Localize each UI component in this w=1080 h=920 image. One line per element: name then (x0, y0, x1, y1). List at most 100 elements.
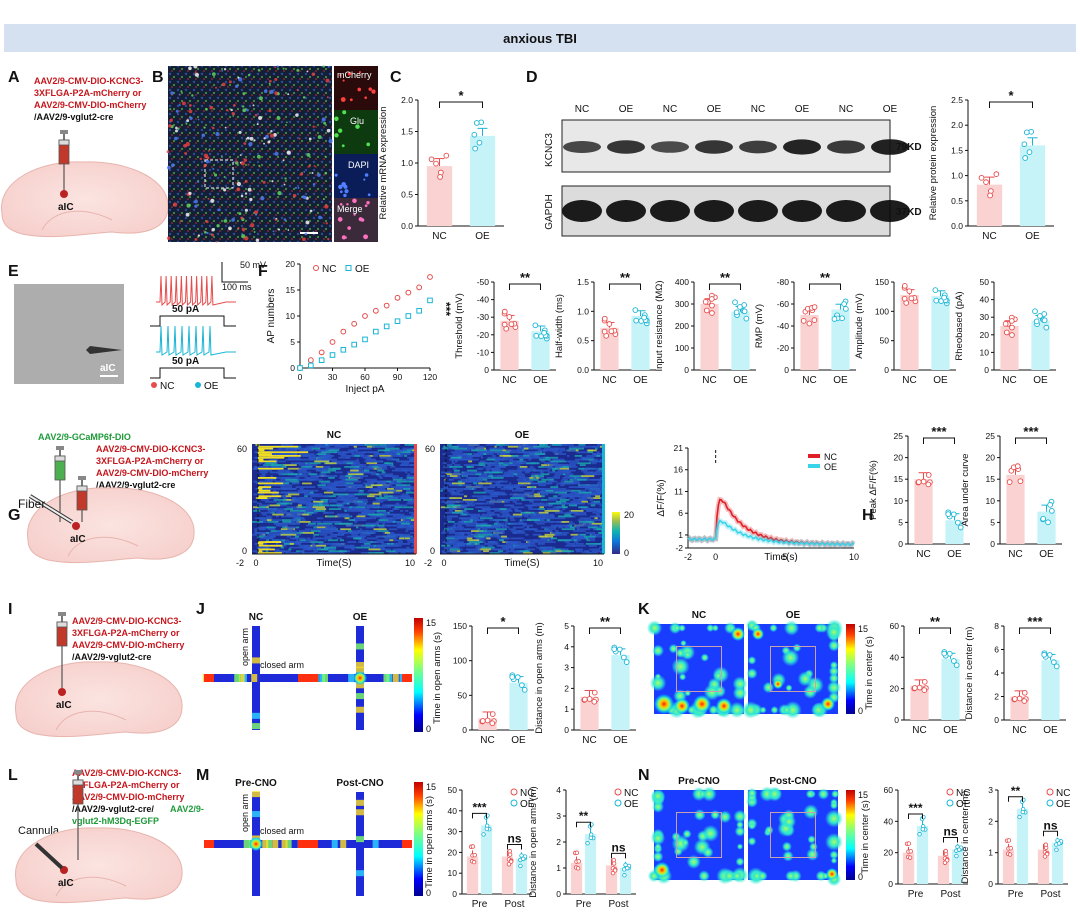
data-point (806, 320, 813, 327)
tick-label: 3 (564, 663, 569, 673)
chart-f-halfwidth: 0.0 0.5 1.0 1.5 Half-width (ms) NC OE ** (554, 270, 656, 386)
data-point (575, 866, 581, 871)
tick-label: 0.5 (577, 336, 589, 346)
cbar-max: 15 (426, 618, 436, 628)
bar-nc (1006, 474, 1025, 544)
data-point (641, 314, 647, 321)
significance-label: ns (507, 832, 521, 846)
tick-label: OE (1039, 549, 1054, 560)
virus-label: AAV2/9-CMV-DIO-mCherry (34, 100, 146, 110)
maze-title: Pre-CNO (235, 778, 277, 789)
data-point (601, 315, 608, 322)
band-gapdh (694, 200, 734, 222)
tick-label: NC (982, 231, 996, 242)
virus-label: AAV2/9-CMV-DIO-KCNC3- (34, 76, 143, 86)
tick-label: 0 (988, 879, 993, 889)
virus-red: 3XFLGA-P2A-mCherry or (72, 780, 180, 790)
panel-letter-j: J (196, 601, 205, 618)
tick-label: OE (1025, 231, 1040, 242)
tick-label: 1.0 (951, 171, 963, 181)
panel-d-blots: NC OE NC OE NC OE NC OE KCNC3 GAPDH 79KD 37KD (544, 104, 922, 237)
tick-label: OE (733, 375, 748, 386)
tick-label: 60 (884, 785, 894, 795)
tick-label: 10 (405, 558, 415, 568)
bar-oe (1041, 660, 1060, 720)
tick-label: 20 (986, 453, 996, 463)
y-tick-max: 60 (237, 444, 247, 454)
data-point (811, 317, 818, 323)
data-point (501, 321, 508, 328)
tick-label: -40 (777, 321, 790, 331)
tick-label: -2 (236, 558, 244, 568)
tick-label: 90 (393, 372, 403, 382)
point-nc (405, 289, 412, 296)
data-point (709, 302, 715, 309)
tick-label: 100 (875, 306, 889, 316)
colorbar (846, 790, 855, 880)
tick-label: 15 (894, 474, 904, 484)
data-point (576, 859, 581, 864)
significance-label: *** (908, 801, 922, 815)
tick-label: 1 (564, 704, 569, 714)
panel-letter-d: D (526, 69, 538, 86)
tick-label: 0 (984, 365, 989, 375)
data-point (518, 863, 523, 869)
y-axis-label: Amplitude (mV) (854, 293, 865, 358)
tick-label: 5 (990, 517, 995, 527)
data-point (915, 479, 922, 485)
y-axis-label: Relative protein expression (928, 106, 939, 221)
significance-label: *** (439, 302, 453, 316)
data-point (1011, 696, 1018, 702)
tick-label: Post (504, 899, 524, 910)
chart-f-rmp: 0 -20 -40 -60 -80 RMP (mV) NC OE ** (754, 270, 856, 386)
data-point (1021, 698, 1028, 704)
data-point (741, 308, 748, 315)
tick-label: 5 (782, 552, 787, 562)
blot1-label: KCNC3 (544, 133, 555, 167)
data-point (574, 850, 580, 855)
data-point (1050, 659, 1057, 665)
data-point (901, 295, 908, 302)
y-axis-label: Distance in center (m) (960, 791, 971, 884)
data-point (624, 865, 630, 871)
lane-label: NC (751, 104, 765, 115)
brain-schematic-i: aIC (15, 612, 183, 738)
chart-c: 0.0 0.5 1.0 1.5 2.0 Relative mRNA expression N… (378, 88, 504, 242)
tick-label: 0 (784, 365, 789, 375)
tick-label: -10 (477, 347, 490, 357)
point-oe (340, 347, 347, 353)
bar-oe (1037, 511, 1056, 544)
tick-label: OE (833, 375, 848, 386)
tick-label: NC (1002, 375, 1016, 386)
tick-label: OE (613, 735, 628, 746)
data-point (993, 171, 1000, 178)
tick-label: Post (940, 889, 960, 900)
panel-letter-b: B (152, 69, 164, 86)
data-point (941, 650, 948, 657)
data-point (1043, 842, 1049, 847)
tick-label: 20 (448, 847, 458, 857)
tick-label: 6 (678, 508, 683, 518)
chart-m-time: 0 10 20 30 40 50 Time in open arms (s) Pre *** Po… (424, 785, 535, 910)
patch-region-label: aIC (100, 363, 116, 374)
heatmap-title: OE (515, 430, 530, 441)
bar-nc (900, 294, 919, 370)
tick-label: 3 (556, 811, 561, 821)
data-point (521, 686, 528, 693)
data-point (950, 658, 957, 664)
tick-label: 0 (298, 372, 303, 382)
data-point (489, 711, 496, 717)
bar-post-oe (1051, 843, 1064, 884)
chart-f-amplitude: 0 50 100 150 Amplitude (mV) NC OE (854, 277, 956, 386)
tick-label: 2 (988, 816, 993, 826)
point-oe (373, 328, 379, 335)
data-point (956, 847, 962, 852)
tick-label: 20 (890, 684, 900, 694)
tick-label: 0 (253, 558, 258, 568)
micro-main (168, 66, 332, 242)
data-point (1016, 695, 1023, 702)
point-nc (362, 313, 368, 319)
scale-ms: 100 ms (222, 282, 252, 292)
bar-nc (1000, 326, 1019, 370)
tick-label: 0.5 (401, 190, 413, 200)
